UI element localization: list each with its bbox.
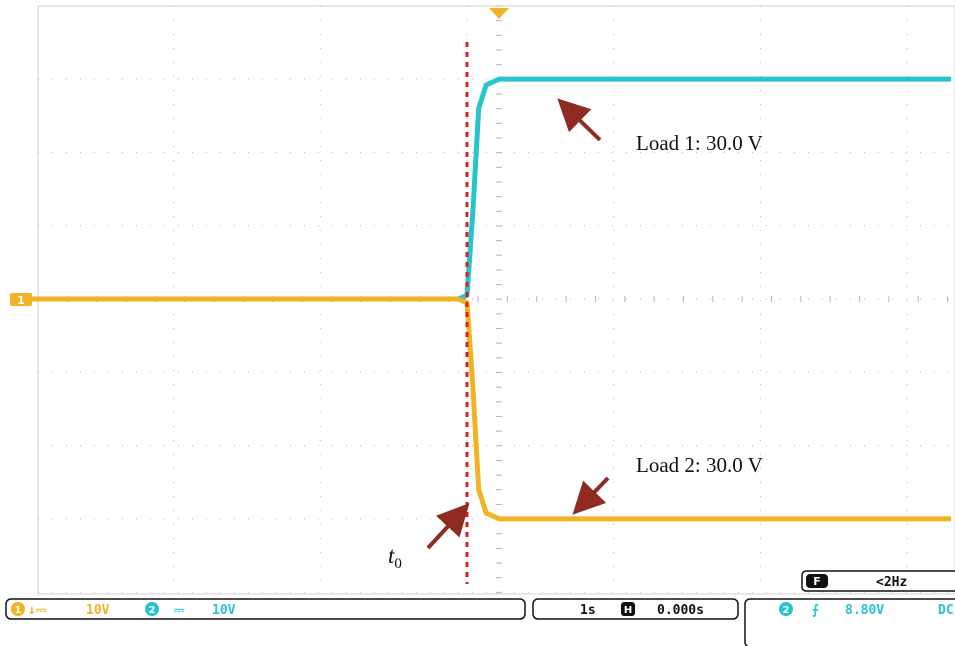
load1-arrow (557, 98, 602, 142)
trigger-coupling: DC (938, 603, 954, 618)
ch2-coupling: ⎓ (174, 603, 185, 618)
trace-line-2 (12, 296, 952, 522)
trigger-level: 8.80V (845, 603, 884, 618)
traces (12, 76, 952, 522)
frequency-value: <2Hz (876, 575, 907, 590)
timebase-value: 1s (580, 603, 596, 618)
ground-marker: 1 (10, 293, 38, 307)
timebase-panel: 1s H 0.000s (532, 598, 739, 620)
horizontal-position-value: 0.000s (657, 603, 704, 618)
ch1-scale: 10V (86, 603, 110, 618)
channel-status-panel: 1 ↓⎓ 10V 2 ⎓ 10V (5, 598, 526, 620)
t0-arrow (426, 503, 470, 550)
trigger-position-marker (489, 8, 509, 19)
trigger-panel: 2 ⨍ 8.80V DC (744, 598, 955, 646)
frequency-badge: F (813, 575, 821, 588)
t0-label: t0 (388, 543, 402, 572)
t0-label-base: t (388, 543, 395, 568)
trigger-edge-icon: ⨍ (812, 603, 819, 618)
ch1-coupling: ↓⎓ (28, 603, 47, 618)
t0-label-sub: 0 (394, 556, 402, 572)
trigger-source-badge: 2 (783, 605, 790, 616)
load1-annotation: Load 1: 30.0 V (636, 131, 763, 155)
load2-arrow (572, 476, 610, 515)
ch2-badge: 2 (149, 605, 156, 616)
horizontal-position-icon: H (624, 605, 632, 616)
ch2-scale: 10V (212, 603, 236, 618)
ch1-badge: 1 (15, 605, 22, 616)
frequency-readout: F <2Hz (801, 570, 955, 592)
ground-marker-label: 1 (17, 294, 25, 307)
load2-annotation: Load 2: 30.0 V (636, 453, 763, 477)
